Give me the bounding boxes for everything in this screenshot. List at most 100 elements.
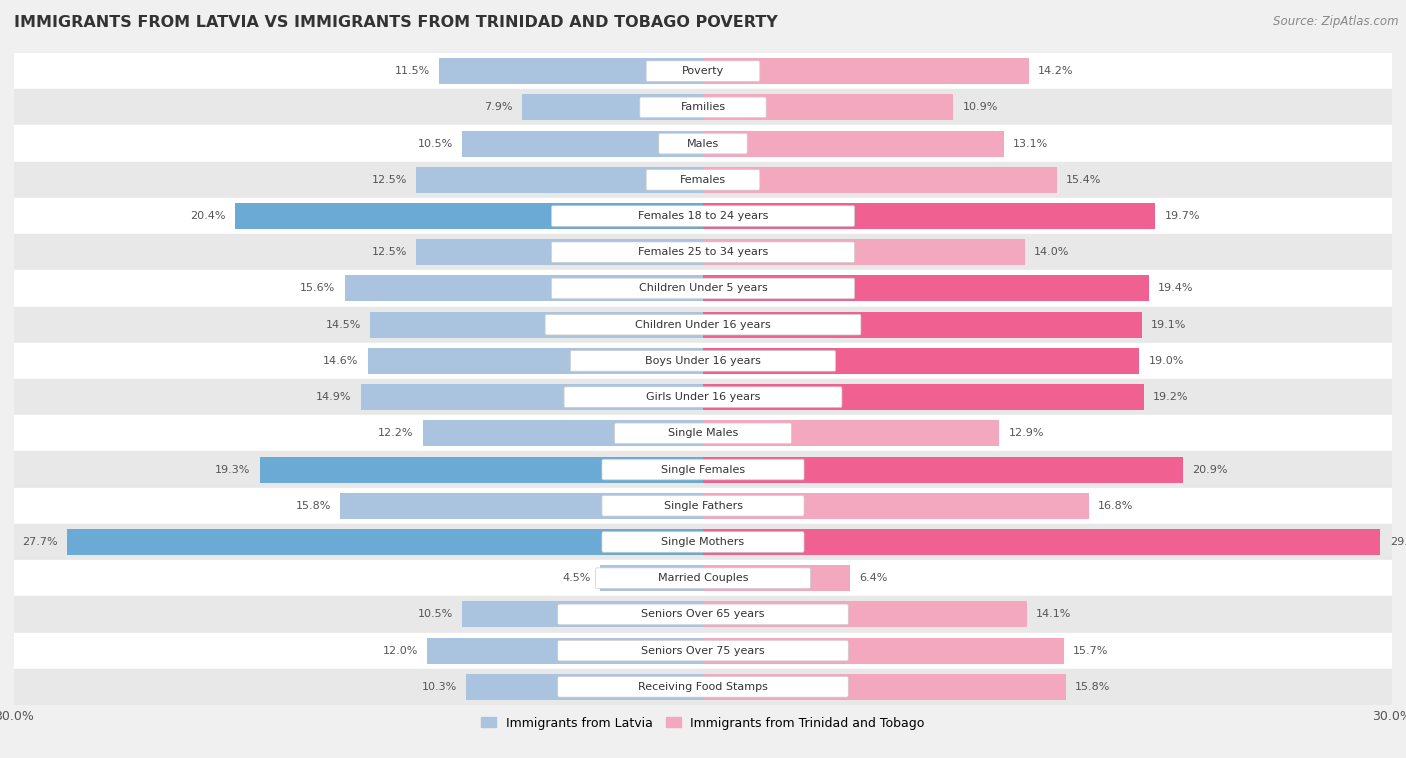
Bar (14, 415, 1392, 452)
Bar (467, 674, 703, 700)
Text: 14.9%: 14.9% (316, 392, 352, 402)
Text: 19.2%: 19.2% (1153, 392, 1188, 402)
Bar (14, 271, 1392, 306)
FancyBboxPatch shape (558, 677, 848, 697)
Bar (14, 161, 1392, 198)
Bar (340, 493, 703, 518)
Legend: Immigrants from Latvia, Immigrants from Trinidad and Tobago: Immigrants from Latvia, Immigrants from … (477, 712, 929, 735)
Text: 12.9%: 12.9% (1008, 428, 1043, 438)
Text: Females: Females (681, 175, 725, 185)
Text: 7.9%: 7.9% (484, 102, 512, 112)
Text: Children Under 5 years: Children Under 5 years (638, 283, 768, 293)
Bar (703, 203, 1156, 229)
FancyBboxPatch shape (602, 531, 804, 553)
FancyBboxPatch shape (558, 641, 848, 661)
Text: 15.7%: 15.7% (1073, 646, 1108, 656)
Text: Females 18 to 24 years: Females 18 to 24 years (638, 211, 768, 221)
Bar (416, 240, 703, 265)
Bar (703, 420, 1000, 446)
Text: Families: Families (681, 102, 725, 112)
Bar (67, 529, 703, 555)
Bar (703, 674, 1066, 700)
FancyBboxPatch shape (558, 604, 848, 625)
Text: 14.0%: 14.0% (1033, 247, 1069, 257)
Text: Married Couples: Married Couples (658, 573, 748, 583)
FancyBboxPatch shape (571, 351, 835, 371)
FancyBboxPatch shape (602, 496, 804, 516)
Text: 19.3%: 19.3% (215, 465, 250, 475)
Bar (260, 456, 703, 483)
Text: 19.4%: 19.4% (1157, 283, 1194, 293)
FancyBboxPatch shape (551, 205, 855, 227)
Bar (703, 493, 1088, 518)
Text: 29.5%: 29.5% (1389, 537, 1406, 547)
Text: 14.2%: 14.2% (1038, 66, 1074, 76)
FancyBboxPatch shape (546, 315, 860, 335)
Text: Single Mothers: Single Mothers (661, 537, 745, 547)
Bar (14, 560, 1392, 597)
Bar (439, 58, 703, 84)
Bar (703, 384, 1144, 410)
Text: 15.4%: 15.4% (1066, 175, 1101, 185)
Text: 10.9%: 10.9% (963, 102, 998, 112)
Text: 11.5%: 11.5% (395, 66, 430, 76)
Bar (14, 89, 1392, 126)
Bar (703, 275, 1149, 302)
Text: Girls Under 16 years: Girls Under 16 years (645, 392, 761, 402)
Text: Boys Under 16 years: Boys Under 16 years (645, 356, 761, 366)
Text: Females 25 to 34 years: Females 25 to 34 years (638, 247, 768, 257)
Bar (14, 126, 1392, 161)
Text: 14.1%: 14.1% (1036, 609, 1071, 619)
Text: Receiving Food Stamps: Receiving Food Stamps (638, 682, 768, 692)
Bar (703, 348, 1139, 374)
Text: 14.6%: 14.6% (323, 356, 359, 366)
Text: 10.5%: 10.5% (418, 139, 453, 149)
Bar (370, 312, 703, 338)
Text: 10.3%: 10.3% (422, 682, 457, 692)
Bar (703, 601, 1026, 628)
Bar (14, 452, 1392, 487)
Text: Source: ZipAtlas.com: Source: ZipAtlas.com (1274, 15, 1399, 28)
Bar (703, 94, 953, 121)
Text: Single Fathers: Single Fathers (664, 501, 742, 511)
Bar (461, 130, 703, 157)
Bar (14, 379, 1392, 415)
FancyBboxPatch shape (659, 133, 747, 154)
Text: 14.5%: 14.5% (325, 320, 361, 330)
FancyBboxPatch shape (647, 61, 759, 81)
Text: 12.5%: 12.5% (371, 175, 406, 185)
Text: Single Males: Single Males (668, 428, 738, 438)
FancyBboxPatch shape (564, 387, 842, 407)
Text: 20.4%: 20.4% (190, 211, 225, 221)
Bar (703, 529, 1381, 555)
Bar (14, 669, 1392, 705)
Bar (14, 597, 1392, 632)
Bar (703, 240, 1025, 265)
Bar (14, 487, 1392, 524)
Text: 15.8%: 15.8% (1076, 682, 1111, 692)
Text: 12.2%: 12.2% (378, 428, 413, 438)
Bar (344, 275, 703, 302)
FancyBboxPatch shape (596, 568, 810, 588)
Bar (14, 306, 1392, 343)
Bar (368, 348, 703, 374)
Text: Males: Males (688, 139, 718, 149)
Text: 20.9%: 20.9% (1192, 465, 1227, 475)
Bar (14, 234, 1392, 271)
Text: 19.1%: 19.1% (1152, 320, 1187, 330)
FancyBboxPatch shape (647, 170, 759, 190)
Bar (703, 58, 1029, 84)
Text: 12.5%: 12.5% (371, 247, 406, 257)
Text: 15.6%: 15.6% (301, 283, 336, 293)
Bar (703, 456, 1182, 483)
FancyBboxPatch shape (551, 278, 855, 299)
Text: 19.0%: 19.0% (1149, 356, 1184, 366)
Bar (14, 343, 1392, 379)
FancyBboxPatch shape (614, 423, 792, 443)
Text: Poverty: Poverty (682, 66, 724, 76)
Text: Seniors Over 65 years: Seniors Over 65 years (641, 609, 765, 619)
Bar (461, 601, 703, 628)
Text: 12.0%: 12.0% (382, 646, 418, 656)
Bar (416, 167, 703, 193)
Bar (427, 637, 703, 664)
